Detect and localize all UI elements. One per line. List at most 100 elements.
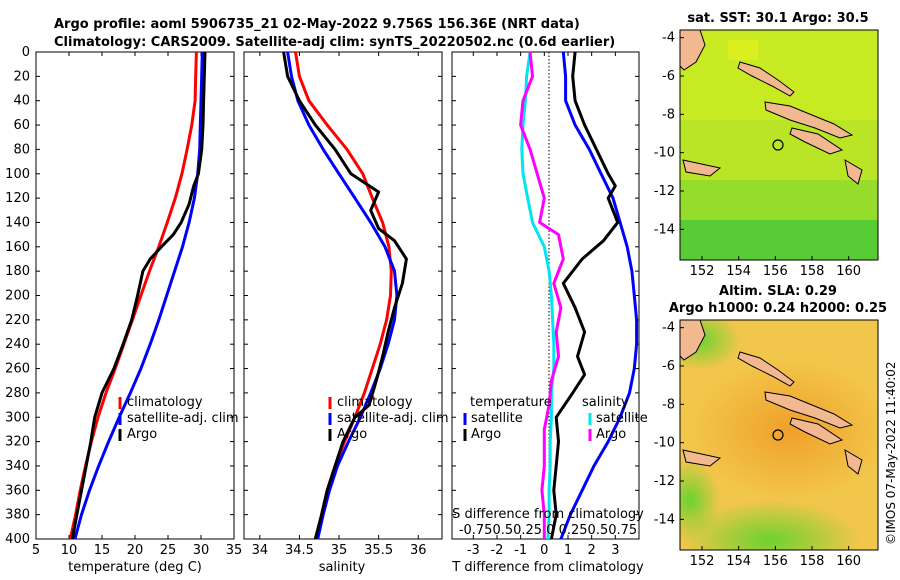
- map-x-tick-label: 152: [690, 264, 715, 279]
- title-line1: Argo profile: aoml 5906735_21 02-May-202…: [54, 17, 580, 32]
- difference-x-ticks: -3 -2 -1 0 1 2 3: [452, 51, 639, 558]
- map-x-tick-label: 158: [800, 554, 825, 569]
- sla-map-frame: [679, 319, 879, 551]
- map-y-tick-label: -10: [654, 146, 675, 161]
- map-y-tick-label: -10: [654, 436, 675, 451]
- x-tick-label: 25: [160, 543, 177, 558]
- x-tick-label: 0: [540, 543, 548, 558]
- series-line-salinity-argo: [519, 51, 565, 539]
- sst-map-frame: [679, 29, 879, 261]
- sla-island-west: [682, 449, 722, 467]
- map-y-tick-label: -14: [654, 512, 675, 527]
- map-x-tick-label: 154: [726, 264, 751, 279]
- x-tick-label: 10: [61, 543, 78, 558]
- depth-tick-label: 240: [5, 337, 30, 352]
- legend-t-satellite: satellite: [471, 411, 523, 426]
- difference-xlabel: T difference from climatology: [451, 560, 644, 575]
- depth-tick-label: 380: [5, 508, 30, 523]
- sst-island-bougainville: [737, 61, 795, 97]
- salinity-panel-frame: [243, 51, 443, 540]
- map-x-tick-label: 156: [763, 554, 788, 569]
- sst-map-title: sat. SST: 30.1 Argo: 30.5: [687, 11, 868, 26]
- map-x-tick-label: 160: [836, 554, 861, 569]
- s-difference-label: S difference from climatology: [452, 507, 644, 522]
- salinity-lines: [282, 51, 408, 540]
- map-y-tick-label: -14: [654, 222, 675, 237]
- series-line-climatology: [68, 51, 198, 540]
- x-tick-label: 35: [331, 543, 348, 558]
- map-y-tick-label: -6: [662, 359, 675, 374]
- map-x-tick-label: 154: [726, 554, 751, 569]
- legend-salinity-title: salinity: [582, 395, 629, 410]
- sst-island-west: [682, 159, 722, 177]
- x-tick-label: 30: [193, 543, 210, 558]
- temperature-x-ticks: 5 10 15 20 25 30 35: [32, 51, 243, 558]
- legend-t-argo: Argo: [471, 427, 501, 442]
- depth-tick-label: 280: [5, 386, 30, 401]
- map-y-tick-label: -12: [654, 184, 675, 199]
- x-tick-label: 35.5: [364, 543, 393, 558]
- x-tick-label: 35: [226, 543, 243, 558]
- s-difference-ticks: -0.750.50.25 0 0.250.50.75: [459, 523, 637, 538]
- sst-argo-marker: [772, 139, 784, 151]
- x-tick-label: -3: [467, 543, 480, 558]
- legend-s-satellite: satellite: [596, 411, 648, 426]
- sst-south-band: [680, 220, 878, 260]
- depth-tick-label: 400: [5, 532, 30, 547]
- title-line2: Climatology: CARS2009. Satellite-adj cli…: [54, 35, 615, 50]
- sla-low-south: [680, 500, 860, 550]
- depth-tick-label: 200: [5, 289, 30, 304]
- depth-tick-label: 120: [5, 191, 30, 206]
- sla-map-title1: Altim. SLA: 0.29: [719, 284, 837, 299]
- sst-island-guadalcanal: [789, 127, 844, 155]
- sst-landmass-png: [680, 30, 706, 71]
- x-tick-label: 36: [410, 543, 427, 558]
- sla-island-bougainville: [737, 351, 795, 387]
- legend-satellite: satellite-adj. clim: [127, 411, 239, 426]
- sst-island-chain: [764, 101, 854, 139]
- depth-tick-label: 300: [5, 410, 30, 425]
- depth-tick-label: 80: [13, 142, 30, 157]
- series-line-satellite-adj-clim: [73, 51, 204, 540]
- x-tick-label: 34.5: [285, 543, 314, 558]
- temperature-legend: climatology satellite-adj. clim Argo: [118, 395, 239, 442]
- map-x-tick-label: 152: [690, 554, 715, 569]
- map-x-tick-label: 158: [800, 264, 825, 279]
- sst-map-ticks: 152 154 156 158 160 -4 -6 -8 -10 -12 -14: [654, 31, 861, 279]
- map-y-tick-label: -8: [662, 397, 675, 412]
- series-line-argo: [282, 51, 408, 540]
- x-tick-label: 34: [252, 543, 269, 558]
- sla-map-ticks: 152 154 156 158 160 -4 -6 -8 -10 -12 -14: [654, 321, 861, 569]
- depth-tick-label: 260: [5, 362, 30, 377]
- series-line-satellite-adj-clim: [286, 51, 399, 540]
- x-tick-label: 1: [564, 543, 572, 558]
- sla-map-title2: Argo h1000: 0.24 h2000: 0.25: [669, 301, 887, 316]
- sla-high-anomaly: [690, 360, 878, 500]
- series-line-argo: [70, 51, 207, 540]
- map-x-tick-label: 156: [763, 264, 788, 279]
- x-tick-label: 5: [32, 543, 40, 558]
- depth-tick-label: 40: [13, 94, 30, 109]
- x-tick-label: 15: [94, 543, 111, 558]
- sla-argo-marker: [772, 429, 784, 441]
- legend-climatology: climatology: [337, 395, 413, 410]
- legend-s-argo: Argo: [596, 427, 626, 442]
- x-tick-label: 20: [127, 543, 144, 558]
- x-tick-label: 2: [588, 543, 596, 558]
- depth-axis: 0 20 40 60 80 100 120 140 160 180 200 220 240 260 280 3…: [5, 45, 30, 547]
- sla-island-east: [844, 449, 863, 475]
- sst-island-east: [844, 159, 863, 185]
- map-y-tick-label: -6: [662, 69, 675, 84]
- map-y-tick-label: -4: [662, 31, 675, 46]
- map-y-tick-label: -12: [654, 474, 675, 489]
- depth-tick-label: 160: [5, 240, 30, 255]
- x-tick-label: -1: [514, 543, 527, 558]
- sla-low-southwest: [680, 460, 720, 540]
- series-line-salinity-satellite: [520, 51, 556, 540]
- depth-tick-label: 20: [13, 69, 30, 84]
- series-line-temperature-argo: [549, 51, 620, 540]
- temperature-xlabel: temperature (deg C): [68, 560, 202, 575]
- depth-tick-label: 220: [5, 313, 30, 328]
- legend-argo: Argo: [337, 427, 367, 442]
